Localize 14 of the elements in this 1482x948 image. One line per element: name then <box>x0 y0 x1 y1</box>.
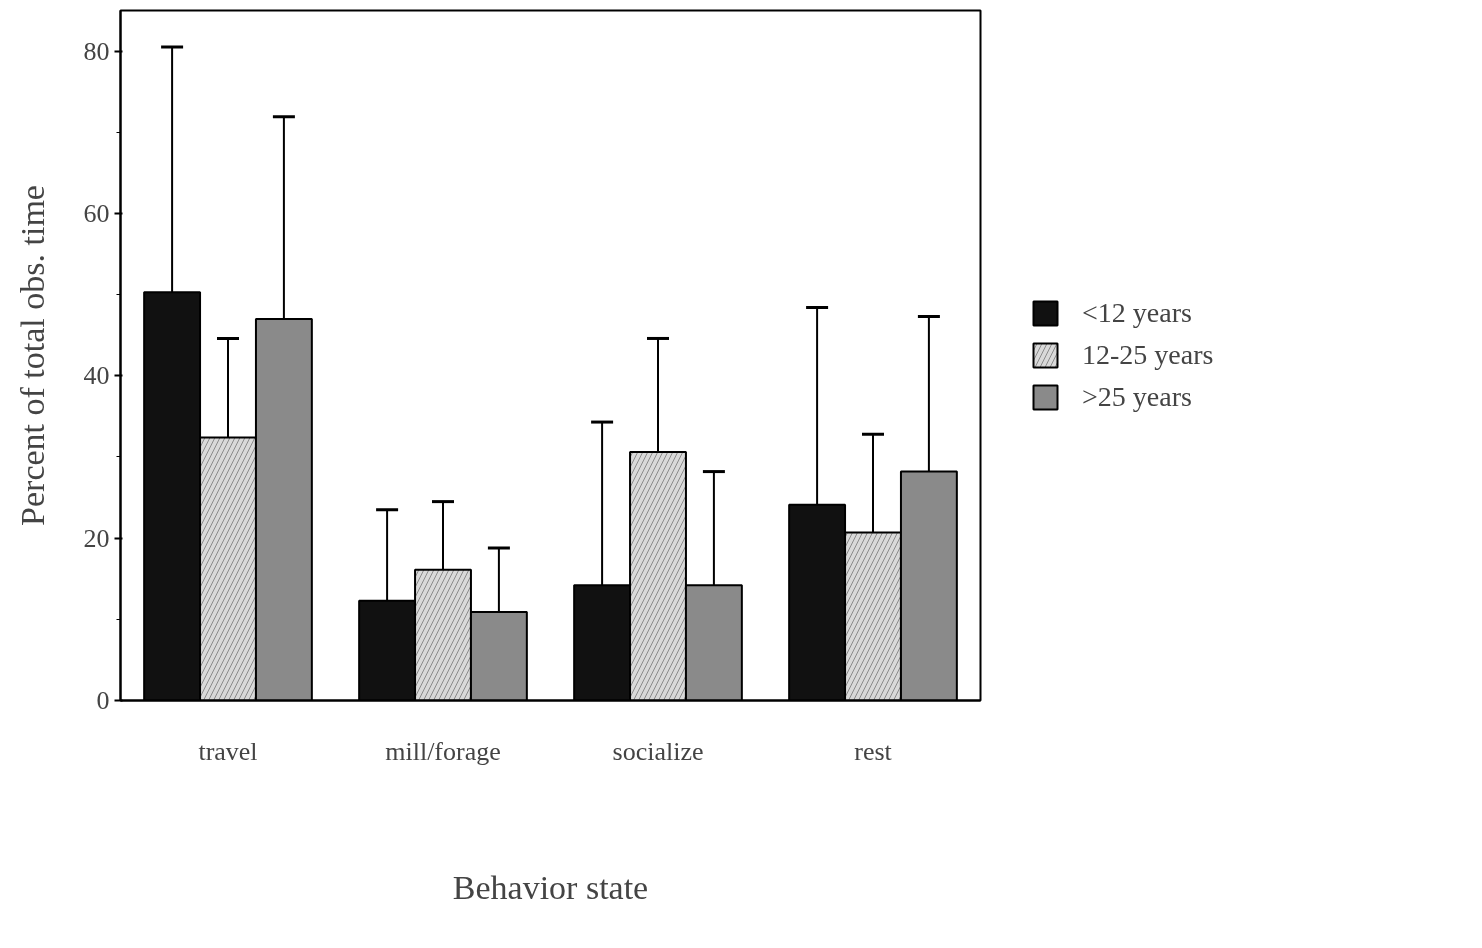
x-tick-label: mill/forage <box>385 736 501 766</box>
y-tick-label: 40 <box>83 361 110 391</box>
y-tick-label: 60 <box>83 198 110 228</box>
y-tick-label: 0 <box>96 686 110 715</box>
x-tick-label: socialize <box>612 736 704 766</box>
x-tick-label: travel <box>198 736 258 766</box>
y-tick-label: 80 <box>83 36 110 66</box>
legend-label: <12 years <box>1082 297 1192 329</box>
legend-label: >25 years <box>1082 381 1192 413</box>
x-axis-title: Behavior state <box>452 868 649 906</box>
x-tick-label: rest <box>854 736 893 766</box>
legend-label: 12-25 years <box>1082 339 1214 371</box>
y-tick-label: 20 <box>83 523 110 553</box>
y-axis-title: Percent of total obs. time <box>13 185 51 526</box>
